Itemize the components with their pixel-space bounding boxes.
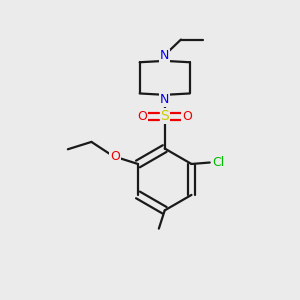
Text: N: N (160, 49, 169, 62)
Text: N: N (160, 93, 169, 106)
Text: O: O (138, 110, 148, 123)
Text: S: S (160, 109, 169, 123)
Text: O: O (110, 150, 120, 163)
Text: O: O (182, 110, 192, 123)
Text: Cl: Cl (212, 156, 224, 169)
